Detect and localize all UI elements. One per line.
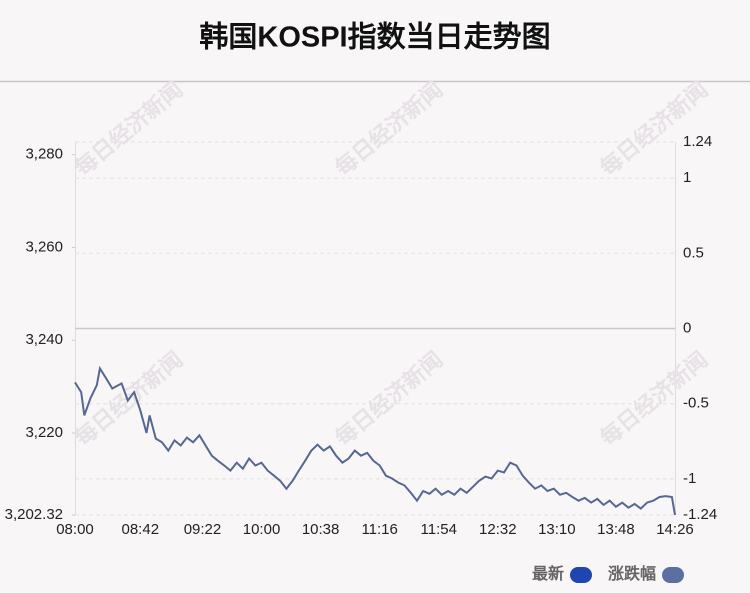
watermark: 每日经济新闻 bbox=[330, 77, 447, 181]
x-tick-label: 09:22 bbox=[184, 521, 222, 538]
y-tick-label: 3,240 bbox=[25, 331, 63, 348]
chart-title: 韩国KOSPI指数当日走势图 bbox=[199, 21, 550, 54]
x-tick-label: 08:42 bbox=[122, 521, 160, 538]
y2-tick-label: -1 bbox=[683, 470, 696, 487]
x-tick-label: 10:38 bbox=[302, 521, 340, 538]
legend-label: 涨跌幅 bbox=[608, 564, 656, 583]
legend-swatch bbox=[662, 567, 684, 583]
y-tick-label: 3,202.32 bbox=[5, 506, 63, 523]
x-tick-label: 11:54 bbox=[421, 521, 457, 538]
x-tick-label: 14:26 bbox=[656, 521, 694, 538]
y2-tick-label: 1.24 bbox=[683, 133, 712, 150]
y2-tick-label: -1.24 bbox=[683, 506, 717, 523]
x-tick-label: 11:16 bbox=[361, 521, 397, 538]
y-tick-label: 3,260 bbox=[25, 238, 63, 255]
legend-swatch bbox=[570, 567, 592, 583]
watermark: 每日经济新闻 bbox=[595, 77, 712, 181]
y2-tick-label: 1 bbox=[683, 169, 691, 186]
x-tick-label: 13:48 bbox=[597, 521, 635, 538]
watermark: 每日经济新闻 bbox=[330, 347, 447, 451]
x-tick-label: 13:10 bbox=[538, 521, 576, 538]
x-tick-label: 08:00 bbox=[56, 521, 94, 538]
legend-label: 最新 bbox=[532, 564, 564, 583]
watermark: 每日经济新闻 bbox=[70, 77, 187, 181]
y2-tick-label: 0.5 bbox=[683, 244, 704, 261]
y-tick-label: 3,220 bbox=[25, 424, 63, 441]
y2-tick-label: -0.5 bbox=[683, 395, 709, 412]
x-tick-label: 10:00 bbox=[243, 521, 281, 538]
y2-tick-label: 0 bbox=[683, 319, 691, 336]
price-line bbox=[74, 365, 676, 516]
y-tick-label: 3,280 bbox=[25, 146, 63, 163]
x-tick-label: 12:32 bbox=[479, 521, 517, 538]
